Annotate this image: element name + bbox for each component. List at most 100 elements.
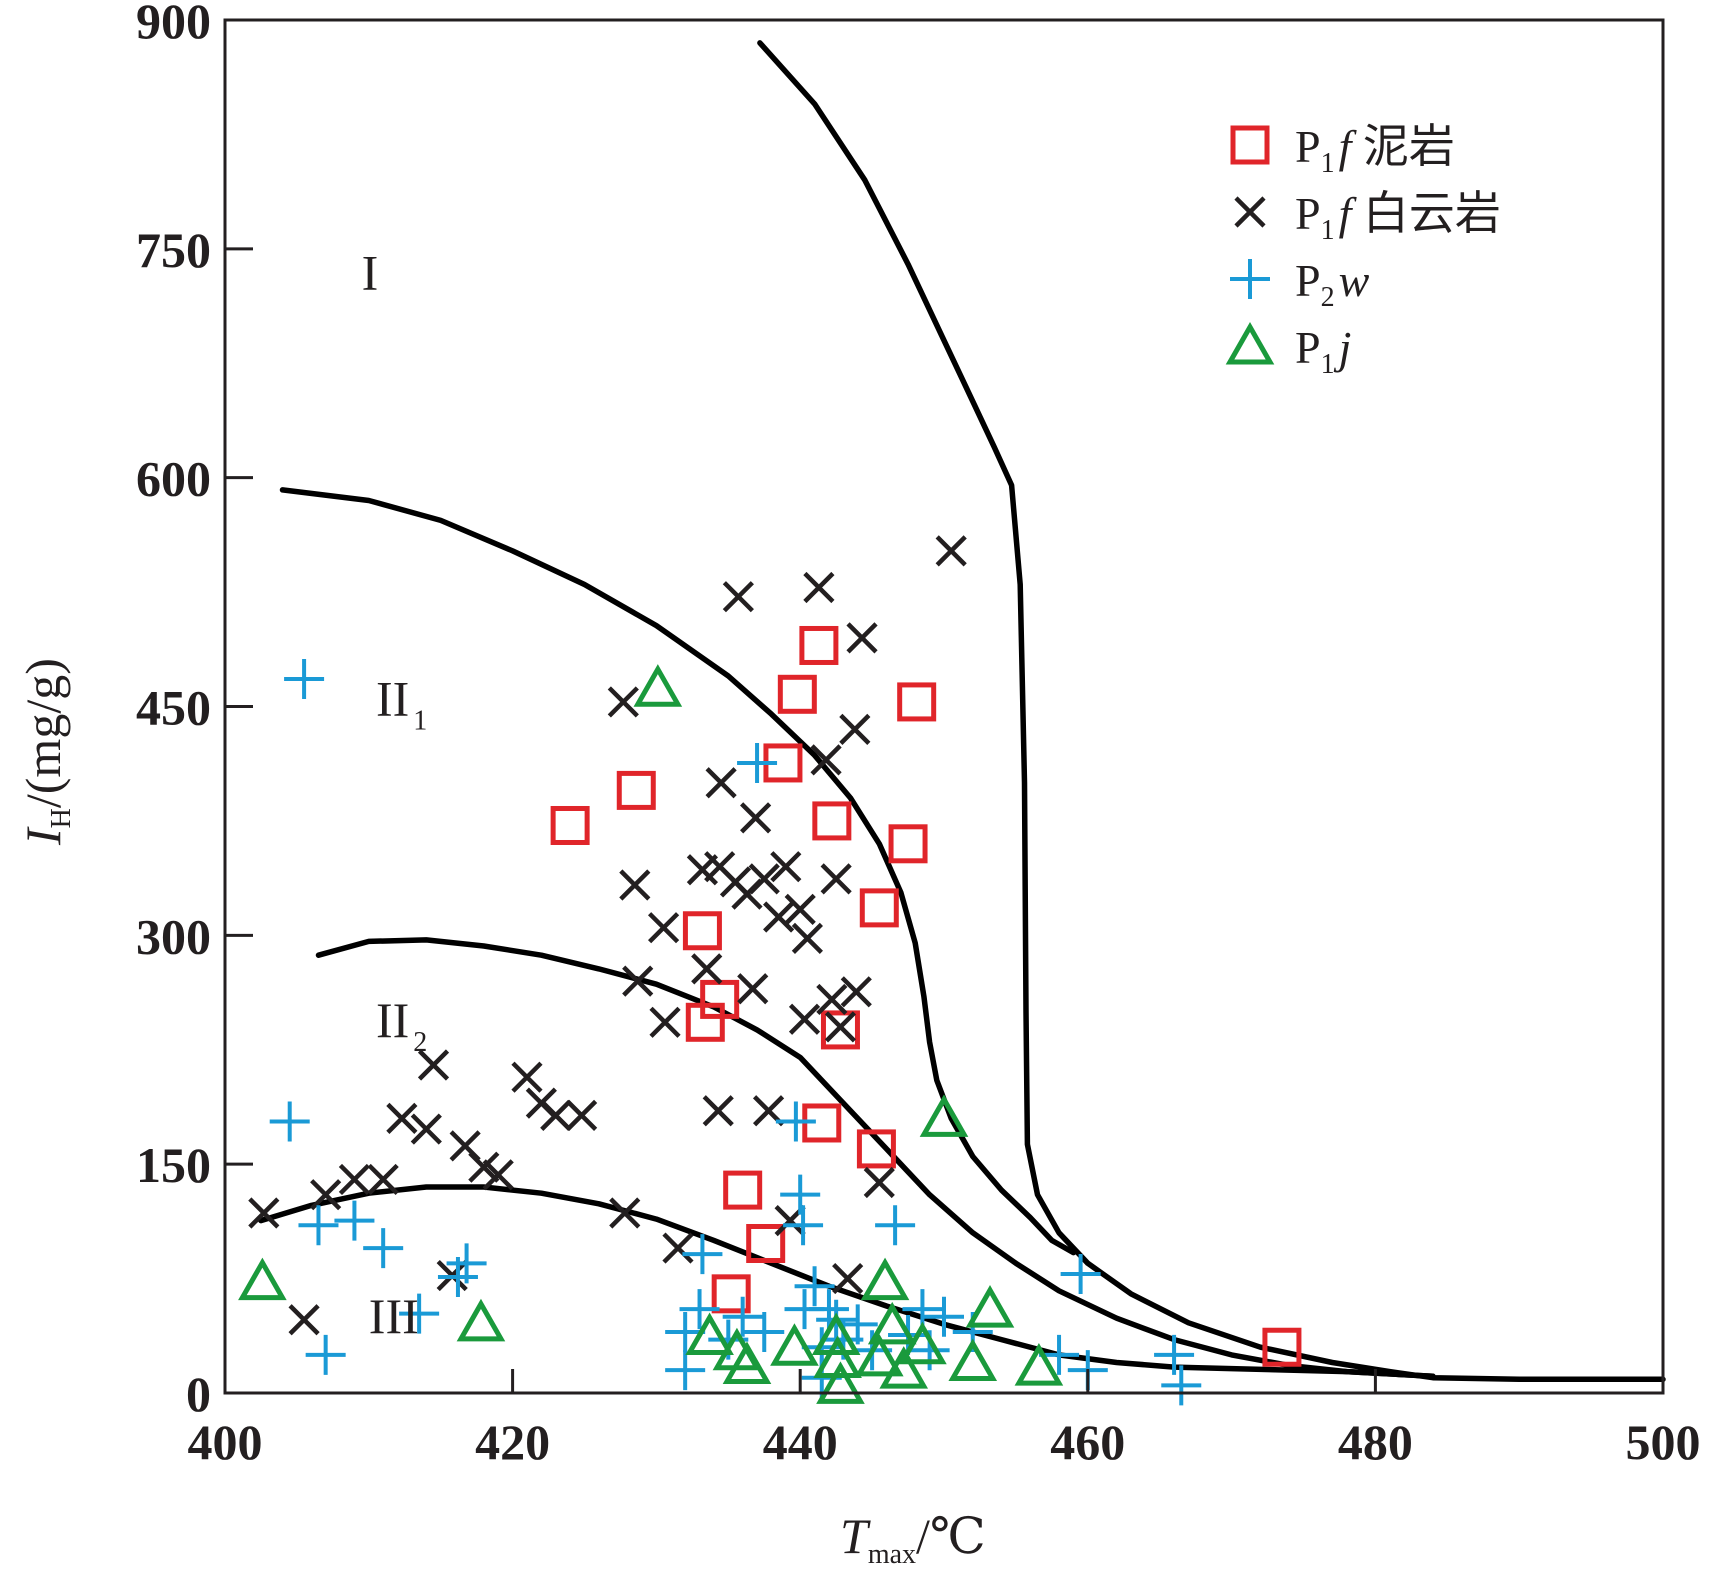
p2w-point — [783, 1205, 824, 1246]
p1j-point — [811, 1312, 861, 1356]
dolomite-point — [662, 1232, 694, 1264]
legend-marker-p1j — [1225, 321, 1275, 365]
legend-marker-mudstone — [1230, 125, 1270, 165]
p1j-point — [919, 1094, 969, 1137]
x-tick-label: 460 — [1050, 1414, 1125, 1470]
p1j-point — [965, 1285, 1015, 1328]
x-tick-label: 480 — [1338, 1414, 1413, 1470]
legend-item-mudstone: P1f 泥岩 — [1230, 121, 1455, 179]
y-axis-ticks: 0 150 300 450 600 750 900 — [136, 0, 253, 1422]
x-axis-title-unit: /℃ — [916, 1508, 986, 1564]
x-axis-ticks: 400 420 440 460 480 500 — [188, 1369, 1701, 1470]
y-tick-label: 300 — [136, 908, 211, 964]
dolomite-point — [788, 1003, 821, 1035]
x-axis-title-sub: max — [868, 1539, 916, 1570]
p2w-point — [737, 742, 778, 783]
p2w-point — [665, 1350, 706, 1391]
p2w-point — [775, 1101, 816, 1142]
dolomite-point — [386, 1102, 418, 1134]
p1j-point — [770, 1323, 819, 1366]
dolomite-point — [839, 713, 871, 745]
dolomite-point — [410, 1113, 442, 1145]
p1j-point — [238, 1257, 287, 1301]
legend-marker-p2w — [1230, 259, 1270, 299]
dolomite-point — [702, 1095, 734, 1127]
legend-item-dolomite: P1f 白云岩 — [1234, 188, 1501, 246]
dolomite-point — [846, 622, 878, 654]
dolomite-point — [740, 802, 772, 834]
region-label-II1: II 1 — [376, 670, 427, 736]
mudstone-point — [856, 1129, 896, 1169]
dolomite-point — [338, 1163, 371, 1196]
dolomite-point — [619, 869, 651, 901]
dolomite-point — [540, 1099, 572, 1131]
boundary-curves — [258, 40, 1666, 1383]
dolomite-point — [468, 1151, 500, 1183]
mudstone-point — [723, 1170, 763, 1210]
boundary-curve — [279, 487, 1077, 1256]
p1j-point — [456, 1298, 506, 1342]
region-label-I: I — [362, 245, 379, 301]
dolomite-point — [935, 535, 967, 567]
p1j-point — [722, 1341, 772, 1385]
y-tick-label: 900 — [136, 0, 211, 49]
mudstone-point — [897, 682, 937, 722]
mudstone-point — [1262, 1327, 1302, 1367]
p2w-point — [744, 1311, 785, 1352]
legend-label-mudstone: P1f 泥岩 — [1295, 121, 1455, 179]
dolomite-point — [482, 1159, 514, 1191]
series-mudstone — [550, 625, 1302, 1367]
mudstone-point — [550, 805, 590, 845]
dolomite-point — [609, 1197, 641, 1229]
dolomite-point — [820, 863, 852, 895]
p2w-point — [305, 1334, 346, 1375]
p2w-point — [794, 1266, 835, 1307]
dolomite-point — [511, 1061, 543, 1093]
p2w-point — [682, 1234, 723, 1275]
p2w-point — [363, 1228, 404, 1269]
p2w-point — [446, 1243, 487, 1284]
data-series — [238, 535, 1302, 1406]
dolomite-point — [784, 893, 816, 925]
p2w-point — [334, 1200, 375, 1241]
p1j-point — [879, 1346, 929, 1389]
y-tick-label: 750 — [136, 222, 211, 278]
p2w-point — [399, 1293, 440, 1334]
y-axis-title-main: I — [15, 826, 71, 846]
y-tick-label: 0 — [186, 1366, 211, 1422]
mudstone-point — [616, 770, 656, 810]
p2w-point — [269, 1101, 310, 1142]
p2w-point — [1154, 1334, 1195, 1375]
legend-label-p1j: P1j — [1295, 322, 1351, 380]
dolomite-point — [649, 1006, 681, 1038]
mudstone-point — [685, 1002, 725, 1042]
x-axis-title: Tmax/℃ — [840, 1508, 986, 1570]
y-axis-title-sub: H — [46, 808, 77, 828]
p1j-point — [1014, 1343, 1064, 1386]
boundary-curve — [315, 937, 1436, 1379]
dolomite-point — [863, 1166, 895, 1199]
region-label-III: III — [369, 1288, 419, 1344]
dolomite-point — [803, 571, 835, 604]
p2w-point — [780, 1174, 821, 1215]
dolomite-point — [566, 1099, 598, 1131]
legend-label-p2w: P2w — [1295, 255, 1370, 313]
series-p2w — [269, 659, 1202, 1406]
mudstone-point — [746, 1223, 786, 1263]
p1j-point — [816, 1361, 865, 1404]
p2w-point — [875, 1205, 916, 1246]
mudstone-point — [812, 801, 852, 841]
dolomite-point — [310, 1179, 342, 1211]
dolomite-point — [647, 912, 680, 944]
y-tick-label: 150 — [136, 1137, 211, 1193]
p1j-point — [948, 1338, 998, 1381]
dolomite-point — [791, 922, 823, 954]
dolomite-point — [248, 1197, 280, 1229]
mudstone-point — [777, 674, 817, 714]
dolomite-point — [705, 767, 737, 799]
dolomite-point — [770, 851, 802, 883]
p2w-point — [808, 1289, 849, 1330]
y-axis-title: IH/(mg/g) — [15, 658, 77, 846]
p2w-point — [284, 659, 325, 700]
